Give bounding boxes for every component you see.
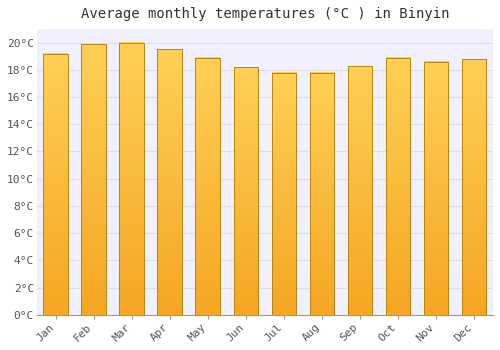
Bar [158,49,182,315]
Bar [44,54,68,315]
Bar [120,43,144,315]
Bar [386,58,410,315]
Bar [272,72,296,315]
Title: Average monthly temperatures (°C ) in Binyin: Average monthly temperatures (°C ) in Bi… [80,7,449,21]
Bar [196,58,220,315]
Bar [310,72,334,315]
Bar [234,67,258,315]
Bar [424,62,448,315]
Bar [82,44,106,315]
Bar [462,59,486,315]
Bar [348,66,372,315]
